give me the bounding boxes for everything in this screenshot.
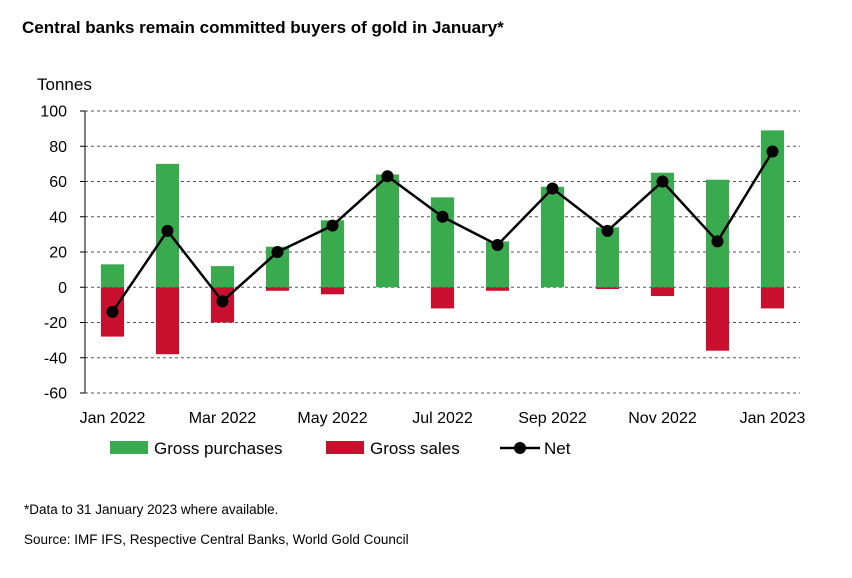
purchase-bar	[210, 266, 235, 288]
purchase-bar	[320, 220, 345, 288]
x-tick-label: Jan 2023	[740, 410, 806, 427]
sales-bar	[320, 287, 345, 295]
sales-bar	[595, 287, 620, 290]
net-point	[711, 235, 724, 248]
y-tick-label: -40	[44, 350, 67, 367]
x-tick-label: Mar 2022	[189, 410, 257, 427]
y-axis-unit-label: Tonnes	[37, 75, 92, 94]
legend-swatch-purchases	[110, 441, 148, 454]
bars	[100, 130, 785, 355]
y-tick-label: -20	[44, 315, 67, 332]
y-tick-label: 0	[58, 280, 67, 297]
net-point	[601, 224, 614, 237]
purchase-bar	[705, 179, 730, 288]
net-point	[271, 246, 284, 258]
chart-title: Central banks remain committed buyers of…	[22, 18, 504, 37]
purchase-bar	[595, 227, 620, 288]
net-point	[491, 238, 504, 251]
sales-bar	[760, 287, 785, 309]
legend-swatch-net-marker	[514, 442, 526, 454]
purchase-bar	[760, 130, 785, 288]
y-tick-label: 40	[49, 209, 67, 226]
x-tick-label: Jan 2022	[80, 410, 146, 427]
y-tick-label: -60	[44, 386, 67, 403]
gold-chart: Tonnes 100 80 60 40 20 0 -20 -40 -60 Jan 2022 Mar…	[37, 75, 806, 458]
net-point	[381, 170, 394, 183]
y-tick-label: 80	[49, 139, 67, 156]
net-point	[326, 219, 339, 232]
y-tick-label: 20	[49, 245, 67, 262]
purchase-bar	[650, 172, 675, 288]
sales-bar	[265, 287, 290, 291]
grid-lines	[80, 110, 800, 394]
x-tick-label: Nov 2022	[628, 410, 697, 427]
purchase-bar	[485, 241, 510, 288]
net-line	[106, 145, 779, 318]
sales-bar	[430, 287, 455, 309]
net-point	[436, 210, 449, 223]
x-tick-label: Sep 2022	[518, 410, 587, 427]
x-tick-labels: Jan 2022 Mar 2022 May 2022 Jul 2022 Sep 2022…	[80, 410, 806, 427]
purchase-bar	[540, 186, 565, 288]
net-point	[656, 175, 669, 188]
purchase-bar	[375, 174, 400, 288]
sales-bar	[650, 287, 675, 297]
x-tick-label: Jul 2022	[412, 410, 473, 427]
net-point	[546, 182, 559, 195]
source-note: Source: IMF IFS, Respective Central Bank…	[24, 532, 409, 547]
purchase-bar	[100, 264, 125, 288]
net-point	[766, 145, 779, 158]
legend-label-purchases: Gross purchases	[154, 439, 283, 458]
net-point	[216, 295, 229, 308]
legend-label-sales: Gross sales	[370, 439, 460, 458]
sales-bar	[155, 287, 180, 355]
legend: Gross purchases Gross sales Net	[110, 439, 571, 458]
y-tick-label: 60	[49, 174, 67, 191]
y-tick-labels: 100 80 60 40 20 0 -20 -40 -60	[40, 104, 67, 403]
sales-bar	[485, 287, 510, 291]
net-point	[106, 305, 119, 318]
legend-label-net: Net	[544, 439, 571, 458]
x-tick-label: May 2022	[297, 410, 367, 427]
footnote: *Data to 31 January 2023 where available…	[24, 502, 279, 517]
net-point	[161, 224, 174, 237]
sales-bar	[705, 287, 730, 351]
legend-swatch-sales	[326, 441, 364, 454]
y-tick-label: 100	[40, 104, 67, 121]
